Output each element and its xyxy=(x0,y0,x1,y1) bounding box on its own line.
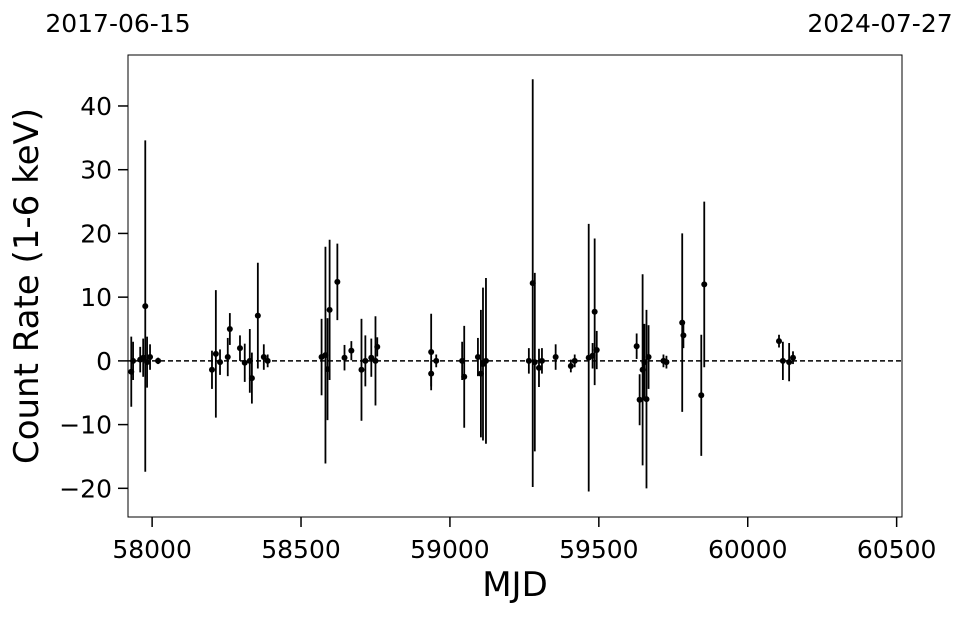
y-tick-label: 30 xyxy=(80,156,112,185)
data-point xyxy=(226,326,233,333)
data-point xyxy=(525,357,532,364)
y-tick-label: 0 xyxy=(96,347,112,376)
data-point xyxy=(217,359,224,366)
x-axis-label: MJD xyxy=(482,565,548,605)
x-tick-label: 58000 xyxy=(112,535,192,564)
data-point xyxy=(790,354,797,361)
data-point xyxy=(372,357,379,364)
data-point xyxy=(142,303,149,310)
x-tick-label: 58500 xyxy=(261,535,341,564)
data-point xyxy=(374,343,381,350)
data-point xyxy=(362,357,369,364)
data-point xyxy=(147,354,154,361)
data-point xyxy=(334,278,341,285)
data-point xyxy=(482,357,489,364)
data-point xyxy=(571,357,578,364)
data-point xyxy=(428,370,435,377)
data-point xyxy=(776,338,783,345)
top-tick-label: 2017-06-15 xyxy=(45,9,190,38)
data-point xyxy=(236,345,243,352)
data-point xyxy=(593,347,600,354)
x-tick-label: 60000 xyxy=(708,535,788,564)
data-point xyxy=(701,281,708,288)
data-point xyxy=(538,357,545,364)
top-tick-label: 2024-07-27 xyxy=(807,9,952,38)
y-tick-label: 40 xyxy=(80,92,112,121)
plot-frame xyxy=(127,54,903,518)
data-point xyxy=(531,359,538,366)
y-tick-label: 20 xyxy=(80,219,112,248)
data-point xyxy=(208,366,215,373)
data-point xyxy=(155,357,162,364)
data-point xyxy=(461,373,468,380)
data-point xyxy=(679,319,686,326)
data-point xyxy=(241,359,248,366)
data-point xyxy=(633,343,640,350)
data-point xyxy=(248,375,255,382)
data-point xyxy=(636,396,643,403)
x-tick-label: 60500 xyxy=(857,535,937,564)
data-point xyxy=(567,362,574,369)
data-point xyxy=(643,396,650,403)
data-point xyxy=(552,354,559,361)
data-point xyxy=(130,357,137,364)
data-point xyxy=(224,354,231,361)
data-point xyxy=(645,354,652,361)
data-point xyxy=(260,354,267,361)
data-point xyxy=(326,306,333,313)
x-tick-label: 59500 xyxy=(559,535,639,564)
data-point xyxy=(144,359,151,366)
data-point xyxy=(698,392,705,399)
data-point xyxy=(348,347,355,354)
data-point xyxy=(779,357,786,364)
x-tick-label: 59000 xyxy=(410,535,490,564)
data-point xyxy=(474,354,481,361)
y-tick-label: 10 xyxy=(80,283,112,312)
data-point xyxy=(663,359,670,366)
data-point xyxy=(591,308,598,315)
data-point xyxy=(786,359,793,366)
y-axis-label: Count Rate (1-6 keV) xyxy=(7,108,47,464)
y-tick-label: −20 xyxy=(59,474,112,503)
data-point xyxy=(428,348,435,355)
data-point xyxy=(212,350,219,357)
data-point xyxy=(254,312,261,319)
data-point xyxy=(680,332,687,339)
data-point xyxy=(264,357,271,364)
y-tick-label: −10 xyxy=(59,411,112,440)
data-point xyxy=(368,354,375,361)
data-point xyxy=(358,366,365,373)
data-point xyxy=(433,357,440,364)
data-point xyxy=(535,364,542,371)
data-point xyxy=(341,354,348,361)
